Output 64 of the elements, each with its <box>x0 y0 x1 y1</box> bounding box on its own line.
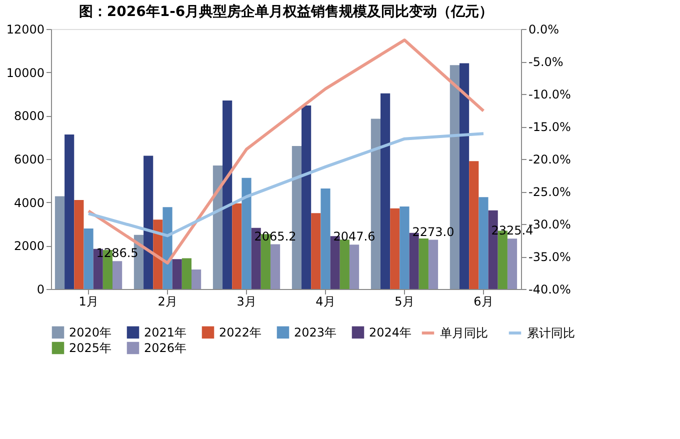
legend-label: 2022年 <box>219 325 262 340</box>
legend-label: 2021年 <box>144 325 187 340</box>
bar <box>400 206 410 289</box>
y-tick-label: 12000 <box>6 22 44 36</box>
bar <box>222 100 232 289</box>
x-tick-label: 1月 <box>78 294 98 308</box>
legend-label: 2020年 <box>69 325 112 340</box>
legend-label: 单月同比 <box>440 326 488 340</box>
x-tick-label: 4月 <box>316 294 336 308</box>
bar <box>380 93 390 289</box>
y2-tick-label: -25.0% <box>528 185 571 199</box>
x-tick-label: 2月 <box>158 294 178 308</box>
chart-title: 图：2026年1-6月典型房企单月权益销售规模及同比变动（亿元） <box>78 3 494 20</box>
bar <box>162 207 172 289</box>
bar <box>232 203 242 289</box>
x-tick-label: 6月 <box>474 294 494 308</box>
legend-label: 2023年 <box>294 325 337 340</box>
bar <box>340 240 350 289</box>
bar <box>270 244 280 289</box>
y-tick-label: 2000 <box>14 239 44 254</box>
legend-label: 累计同比 <box>527 326 575 340</box>
y-tick-label: 8000 <box>14 109 44 124</box>
bar <box>320 188 330 289</box>
y-tick-label: 0 <box>36 282 44 296</box>
y2-tick-label: -20.0% <box>528 152 571 166</box>
y-tick-label: 4000 <box>14 196 44 210</box>
legend-label: 2025年 <box>69 341 112 355</box>
y2-tick-label: -10.0% <box>528 88 571 102</box>
bar <box>390 208 400 289</box>
bar <box>212 166 223 289</box>
data-label: 2273.0 <box>412 224 454 239</box>
bar <box>191 270 202 289</box>
bar <box>469 161 479 289</box>
legend-label: 2024年 <box>369 325 412 340</box>
bar <box>182 258 192 289</box>
bar <box>302 105 312 289</box>
bar <box>460 63 470 289</box>
x-tick-label: 5月 <box>394 294 414 308</box>
y2-tick-label: -15.0% <box>528 120 571 134</box>
y-tick-label: 10000 <box>6 66 44 80</box>
bar <box>153 220 163 289</box>
bar <box>349 244 360 289</box>
bar <box>242 178 252 289</box>
data-label: 2047.6 <box>333 230 376 244</box>
bar <box>428 240 438 289</box>
bar <box>478 197 488 289</box>
bar <box>74 200 84 289</box>
bar <box>54 196 65 289</box>
bar <box>172 259 182 289</box>
y2-tick-label: -5.0% <box>528 55 564 69</box>
legend-label: 2026年 <box>144 341 187 355</box>
bar <box>112 261 122 289</box>
y2-tick-label: -35.0% <box>528 250 571 264</box>
y-tick-label: 6000 <box>14 152 44 166</box>
y2-tick-label: 0.0% <box>528 22 559 36</box>
x-tick-label: 3月 <box>236 294 256 308</box>
y2-tick-label: -40.0% <box>528 282 571 296</box>
bar <box>84 228 94 289</box>
bar <box>418 238 428 289</box>
bar <box>311 213 321 289</box>
line-series <box>87 38 485 264</box>
bar <box>144 156 154 289</box>
bar <box>64 134 74 289</box>
bar <box>507 238 518 289</box>
